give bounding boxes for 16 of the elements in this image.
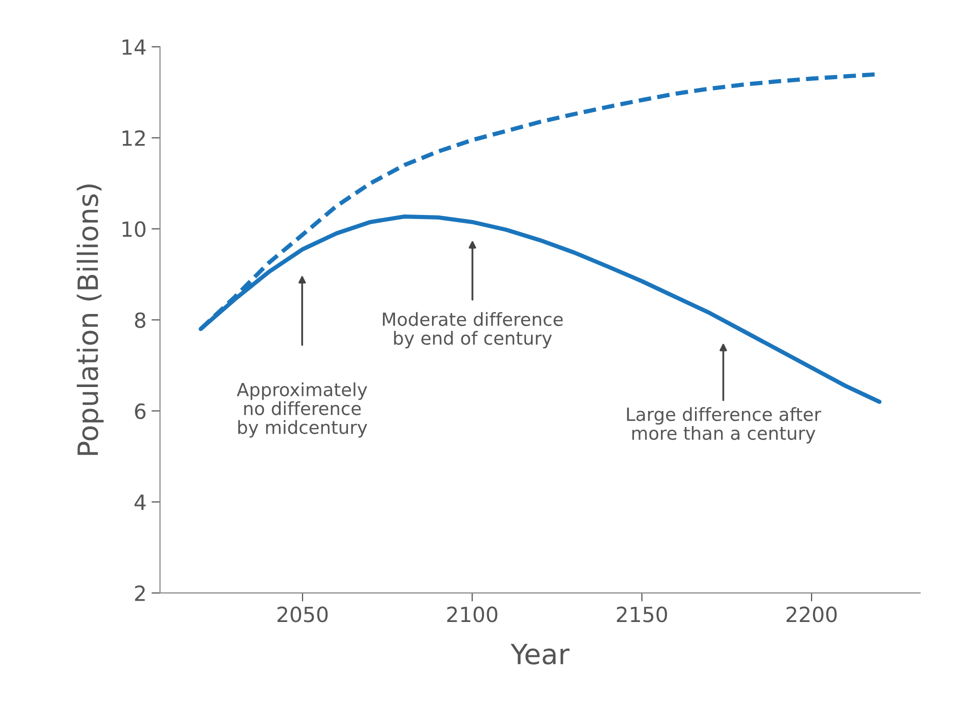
annotation: Large difference after more than a century	[627, 407, 822, 444]
y-tick-label: 4	[134, 494, 146, 510]
y-tick-label: 14	[122, 39, 146, 55]
y-tick-label: 12	[122, 130, 145, 146]
x-tick-label: 2150	[616, 606, 668, 622]
annotation: Approximately no difference by midcentury	[236, 382, 368, 438]
x-tick-label: 2200	[786, 606, 837, 622]
y-tick-label: 10	[122, 221, 146, 238]
x-tick-label: 2050	[278, 606, 328, 622]
y-tick-label: 6	[135, 403, 146, 420]
x-axis-title: Year	[510, 644, 570, 665]
y-tick-label: 8	[134, 312, 146, 328]
x-tick-label: 2100	[447, 606, 498, 622]
annotation: Moderate difference by end of century	[382, 312, 563, 348]
y-tick-label: 2	[135, 585, 145, 601]
y-axis-title: Population (Billions)	[76, 184, 104, 455]
